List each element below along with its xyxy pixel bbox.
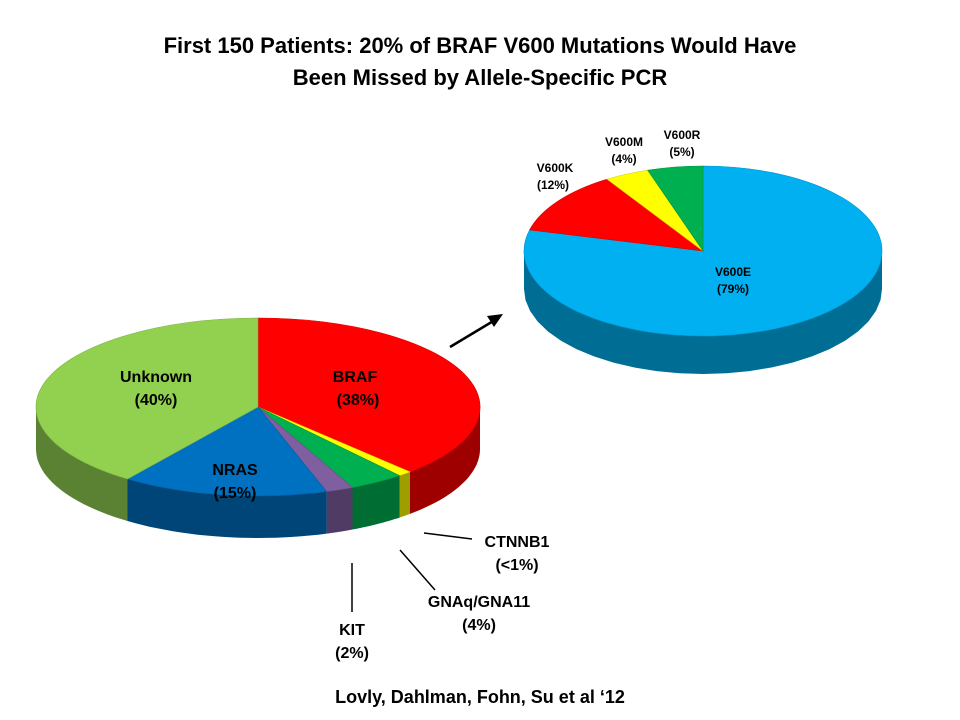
label-gnaq-name: GNAq/GNA11 <box>428 594 530 611</box>
label-kit-name: KIT <box>339 622 365 639</box>
label-v600r-value: (5%) <box>669 145 694 159</box>
label-v600r-name: V600R <box>664 128 701 142</box>
label-v600e-value: (79%) <box>717 282 749 296</box>
pie-slice-braf <box>257 317 481 473</box>
slide-title-line-2: Been Missed by Allele-Specific PCR <box>292 65 668 90</box>
pie-side-nras <box>127 479 327 538</box>
pie-slice-v600r <box>647 165 704 252</box>
label-gnaq-value: (4%) <box>462 617 496 634</box>
label-braf-name: BRAF <box>333 369 378 386</box>
label-braf-value: (38%) <box>337 392 380 409</box>
label-v600k-name: V600K <box>537 161 574 175</box>
label-unknown-value: (40%) <box>135 392 178 409</box>
label-v600e-name: V600E <box>715 265 751 279</box>
slide-title: First 150 Patients: 20% of BRAF V600 Mut… <box>0 30 960 94</box>
leader-line-gnaq <box>399 549 436 591</box>
pie-side-braf <box>410 407 480 514</box>
slide-title-line-1: First 150 Patients: 20% of BRAF V600 Mut… <box>163 33 797 58</box>
arrow-line <box>449 318 496 349</box>
pie-side-kit <box>326 487 353 534</box>
pie-side-ctnnb1 <box>399 471 410 518</box>
arrow-head <box>487 314 503 327</box>
label-nras-name: NRAS <box>212 462 258 479</box>
pie-chart-mutations <box>35 317 481 538</box>
pie-side-v600e <box>524 251 882 374</box>
pie-side-unknown <box>36 407 128 521</box>
pie-slice-unknown <box>35 317 259 480</box>
pie-side-gnaq-gna11 <box>352 475 400 530</box>
label-nras-value: (15%) <box>214 485 257 502</box>
label-v600k-value: (12%) <box>537 178 569 192</box>
pie-slice-v600e <box>523 165 883 337</box>
pie-chart-braf-v600 <box>523 165 883 374</box>
pie-slice-nras <box>126 406 328 497</box>
leader-line-ctnnb1 <box>423 532 473 540</box>
label-kit-value: (2%) <box>335 645 369 662</box>
label-v600m-value: (4%) <box>611 152 636 166</box>
label-unknown-name: Unknown <box>120 369 192 386</box>
citation: Lovly, Dahlman, Fohn, Su et al ‘12 <box>335 687 625 707</box>
label-ctnnb1-name: CTNNB1 <box>485 534 550 551</box>
pie-slice-v600k <box>529 178 705 252</box>
label-v600m-name: V600M <box>605 135 643 149</box>
label-ctnnb1-value: (<1%) <box>495 557 538 574</box>
